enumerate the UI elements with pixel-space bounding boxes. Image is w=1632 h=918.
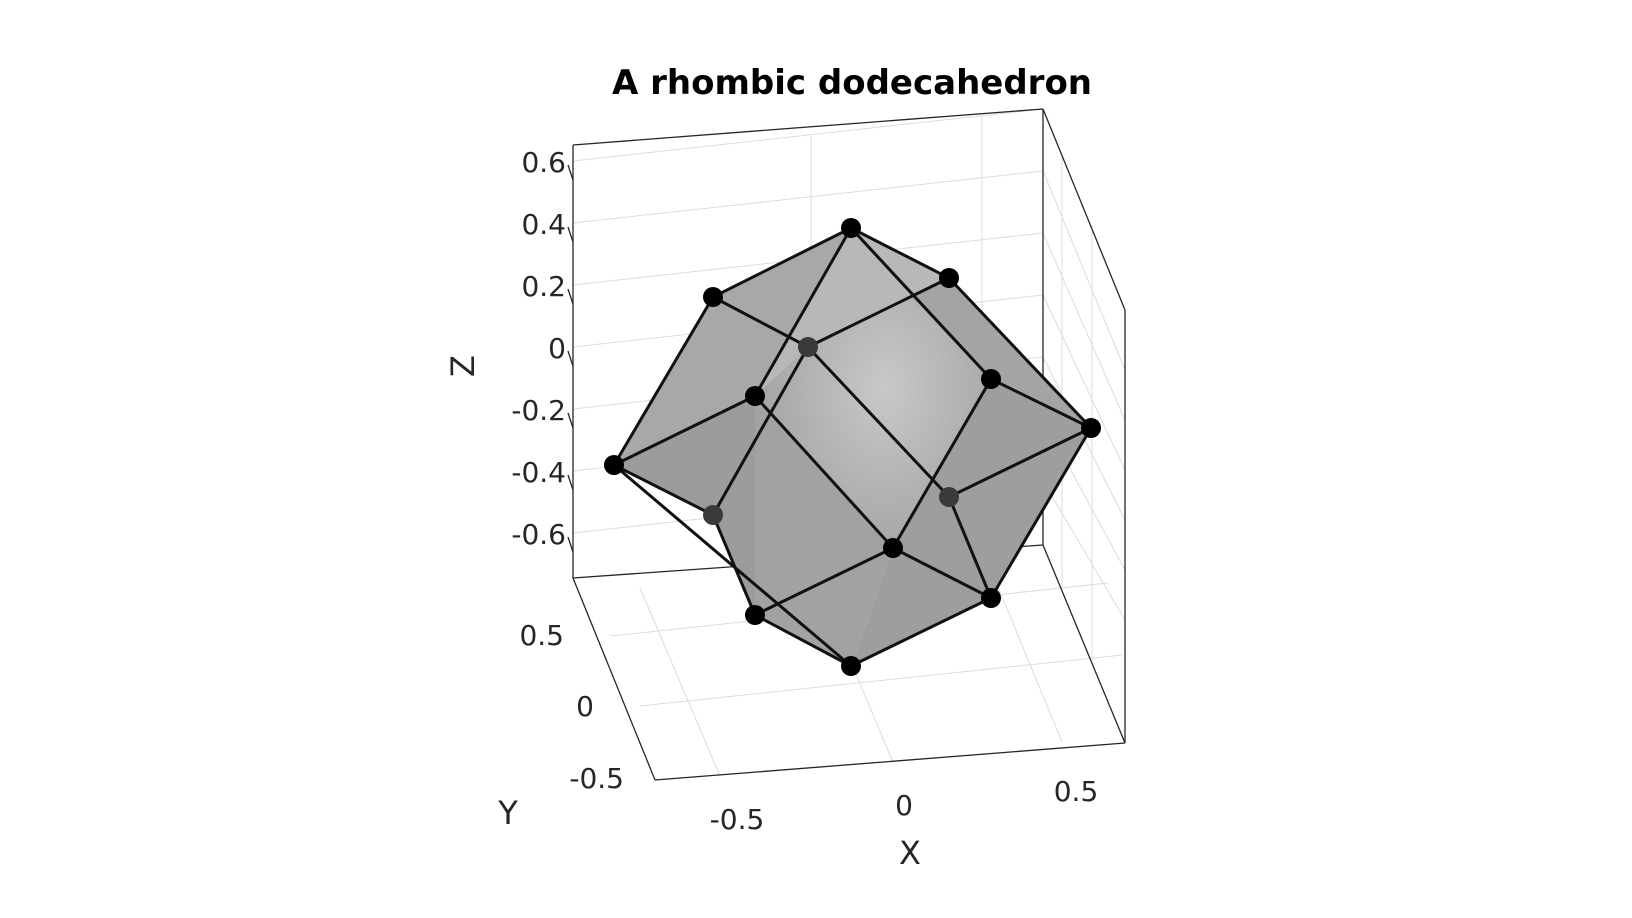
- y-tick-labels: 0.5 0 -0.5: [519, 619, 624, 795]
- z-axis-label: Z: [444, 355, 482, 377]
- x-tick-label: 0: [895, 789, 913, 822]
- vertex: [703, 505, 723, 525]
- vertex: [981, 588, 1001, 608]
- z-tick-labels: 0.6 0.4 0.2 0 -0.2 -0.4 -0.6: [511, 146, 566, 551]
- vertex: [883, 538, 903, 558]
- vertex: [604, 455, 624, 475]
- vertex: [798, 337, 818, 357]
- polyhedron-edges: [612, 226, 1093, 668]
- vertex: [841, 218, 861, 238]
- vertex: [841, 656, 861, 676]
- vertex: [939, 487, 959, 507]
- x-tick-labels: -0.5 0 0.5: [710, 775, 1099, 836]
- z-tick-label: -0.6: [511, 518, 566, 551]
- z-tick-marks: [567, 164, 574, 553]
- vertex: [981, 369, 1001, 389]
- vertex: [745, 386, 765, 406]
- vertex: [745, 605, 765, 625]
- vertex: [939, 268, 959, 288]
- face-upper-middle: [755, 228, 949, 396]
- y-tick-label: -0.5: [569, 762, 624, 795]
- z-tick-label: -0.2: [511, 394, 566, 427]
- vertex: [703, 287, 723, 307]
- y-tick-label: 0: [576, 690, 594, 723]
- y-tick-label: 0.5: [519, 619, 564, 652]
- z-tick-label: 0: [548, 332, 566, 365]
- rhombic-dodecahedron: [614, 228, 1091, 666]
- chart-title: A rhombic dodecahedron: [612, 63, 1092, 103]
- vertex: [1081, 418, 1101, 438]
- z-tick-label: -0.4: [511, 456, 566, 489]
- x-tick-label: -0.5: [710, 803, 765, 836]
- z-tick-label: 0.6: [521, 146, 566, 179]
- polyhedron-vertices: [604, 218, 1101, 676]
- x-axis-label: X: [899, 834, 921, 872]
- face-lower-right: [851, 379, 1091, 666]
- face-upper-left: [614, 228, 851, 465]
- x-tick-label: 0.5: [1054, 775, 1099, 808]
- z-tick-label: 0.4: [521, 208, 566, 241]
- y-axis-label: Y: [497, 794, 518, 832]
- z-tick-label: 0.2: [521, 270, 566, 303]
